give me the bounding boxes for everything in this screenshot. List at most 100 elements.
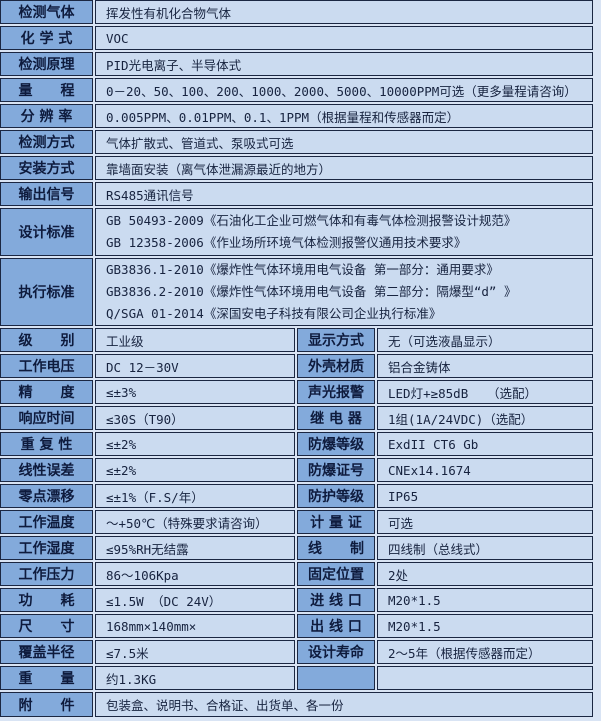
spec-value: CNEx14.1674: [377, 458, 593, 482]
spec-row-range: 量 程 0－20、50、100、200、1000、2000、5000、10000…: [0, 78, 593, 102]
spec-row-exec-standard: 执行标准 GB3836.1-2010《爆炸性气体环境用电气设备 第一部分：通用要…: [0, 258, 593, 326]
spec-label: 工作湿度: [0, 536, 93, 560]
spec-value: 四线制（总线式）: [377, 536, 593, 560]
spec-value: 2～5年（根据传感器而定）: [377, 640, 593, 664]
spec-row-grid: 线性误差 ≤±2% 防爆证号 CNEx14.1674: [0, 458, 593, 482]
spec-value: 86～106Kpa: [95, 562, 295, 586]
spec-value: 1组(1A/24VDC)（选配）: [377, 406, 593, 430]
spec-label: 尺 寸: [0, 614, 93, 638]
spec-value: ≤7.5米: [95, 640, 295, 664]
spec-row-chemical-formula: 化 学 式 VOC: [0, 26, 593, 50]
spec-value: GB3836.1-2010《爆炸性气体环境用电气设备 第一部分：通用要求》 GB…: [95, 258, 593, 326]
spec-label: 设计寿命: [297, 640, 375, 664]
spec-value: DC 12－30V: [95, 354, 295, 378]
spec-label: 级 别: [0, 328, 93, 352]
spec-value: ≤±2%: [95, 432, 295, 456]
spec-label: 线 制: [297, 536, 375, 560]
spec-label: 外壳材质: [297, 354, 375, 378]
spec-label: 执行标准: [0, 258, 93, 326]
spec-value: 可选: [377, 510, 593, 534]
spec-value-empty: [377, 666, 593, 690]
spec-label: 进 线 口: [297, 588, 375, 612]
spec-value: ≤1.5W （DC 24V）: [95, 588, 295, 612]
spec-label: 化 学 式: [0, 26, 93, 50]
spec-label: 检测方式: [0, 130, 93, 154]
spec-label: 安装方式: [0, 156, 93, 180]
spec-row-grid: 重 复 性 ≤±2% 防爆等级 ExdII CT6 Gb: [0, 432, 593, 456]
spec-label: 声光报警: [297, 380, 375, 404]
spec-value: M20*1.5: [377, 614, 593, 638]
spec-row-grid: 响应时间 ≤30S（T90） 继 电 器 1组(1A/24VDC)（选配）: [0, 406, 593, 430]
spec-label: 零点漂移: [0, 484, 93, 508]
spec-label: 响应时间: [0, 406, 93, 430]
spec-value: 挥发性有机化合物气体: [95, 0, 593, 24]
standard-line: GB3836.2-2010《爆炸性气体环境用电气设备 第二部分：隔爆型“d” 》: [106, 284, 517, 299]
standard-line: GB 50493-2009《石油化工企业可燃气体和有毒气体检测报警设计规范》: [106, 213, 517, 228]
spec-value: ≤±2%: [95, 458, 295, 482]
spec-value: 气体扩散式、管道式、泵吸式可选: [95, 130, 593, 154]
spec-value: PID光电离子、半导体式: [95, 52, 593, 76]
spec-label: 工作电压: [0, 354, 93, 378]
spec-label: 线性误差: [0, 458, 93, 482]
spec-value: 168mm×140mm×: [95, 614, 295, 638]
spec-label: 检测气体: [0, 0, 93, 24]
spec-value: M20*1.5: [377, 588, 593, 612]
spec-label: 重 量: [0, 666, 93, 690]
spec-label: 防爆证号: [297, 458, 375, 482]
spec-row-grid: 覆盖半径 ≤7.5米 设计寿命 2～5年（根据传感器而定）: [0, 640, 593, 664]
spec-row-detection-principle: 检测原理 PID光电离子、半导体式: [0, 52, 593, 76]
spec-value: VOC: [95, 26, 593, 50]
spec-label: 覆盖半径: [0, 640, 93, 664]
spec-value: 2处: [377, 562, 593, 586]
spec-value: 包装盒、说明书、合格证、出货单、各一份: [95, 692, 593, 717]
spec-row-grid: 精 度 ≤±3% 声光报警 LED灯+≥85dB （选配）: [0, 380, 593, 404]
spec-value: ≤95%RH无结露: [95, 536, 295, 560]
spec-value: 约1.3KG: [95, 666, 295, 690]
spec-row-grid: 级 别 工业级 显示方式 无（可选液晶显示）: [0, 328, 593, 352]
spec-row-output-signal: 输出信号 RS485通讯信号: [0, 182, 593, 206]
spec-value: LED灯+≥85dB （选配）: [377, 380, 593, 404]
spec-row-detection-mode: 检测方式 气体扩散式、管道式、泵吸式可选: [0, 130, 593, 154]
spec-value: ～+50℃（特殊要求请咨询）: [95, 510, 295, 534]
spec-row-grid: 尺 寸 168mm×140mm× 出 线 口 M20*1.5: [0, 614, 593, 638]
spec-row-grid: 重 量 约1.3KG: [0, 666, 593, 690]
spec-label: 计 量 证: [297, 510, 375, 534]
spec-row-grid: 工作温度 ～+50℃（特殊要求请咨询） 计 量 证 可选: [0, 510, 593, 534]
spec-row-grid: 工作湿度 ≤95%RH无结露 线 制 四线制（总线式）: [0, 536, 593, 560]
spec-label: 功 耗: [0, 588, 93, 612]
spec-label: 防爆等级: [297, 432, 375, 456]
spec-value: 0－20、50、100、200、1000、2000、5000、10000PPM可…: [95, 78, 593, 102]
spec-label: 继 电 器: [297, 406, 375, 430]
spec-label: 分 辨 率: [0, 104, 93, 128]
spec-label-empty: [297, 666, 375, 690]
spec-label: 固定位置: [297, 562, 375, 586]
spec-value: 铝合金铸体: [377, 354, 593, 378]
spec-value: ≤±3%: [95, 380, 295, 404]
spec-label: 附 件: [0, 692, 93, 717]
spec-row-detected-gas: 检测气体 挥发性有机化合物气体: [0, 0, 593, 24]
standard-line: GB 12358-2006《作业场所环境气体检测报警仪通用技术要求》: [106, 235, 467, 250]
spec-label: 工作压力: [0, 562, 93, 586]
spec-row-design-standard: 设计标准 GB 50493-2009《石油化工企业可燃气体和有毒气体检测报警设计…: [0, 208, 593, 256]
spec-label: 精 度: [0, 380, 93, 404]
spec-label: 显示方式: [297, 328, 375, 352]
spec-value: GB 50493-2009《石油化工企业可燃气体和有毒气体检测报警设计规范》 G…: [95, 208, 593, 256]
spec-value: ≤±1%（F.S/年）: [95, 484, 295, 508]
spec-row-grid: 零点漂移 ≤±1%（F.S/年） 防护等级 IP65: [0, 484, 593, 508]
spec-label: 输出信号: [0, 182, 93, 206]
spec-row-resolution: 分 辨 率 0.005PPM、0.01PPM、0.1、1PPM（根据量程和传感器…: [0, 104, 593, 128]
spec-value: 无（可选液晶显示）: [377, 328, 593, 352]
spec-label: 设计标准: [0, 208, 93, 256]
spec-row-grid: 功 耗 ≤1.5W （DC 24V） 进 线 口 M20*1.5: [0, 588, 593, 612]
spec-value: RS485通讯信号: [95, 182, 593, 206]
spec-value: 工业级: [95, 328, 295, 352]
spec-row-installation: 安装方式 靠墙面安装（离气体泄漏源最近的地方）: [0, 156, 593, 180]
standard-line: Q/SGA 01-2014《深国安电子科技有限公司企业执行标准》: [106, 306, 442, 321]
spec-label: 防护等级: [297, 484, 375, 508]
spec-row-accessories: 附 件 包装盒、说明书、合格证、出货单、各一份: [0, 692, 593, 717]
standard-line: GB3836.1-2010《爆炸性气体环境用电气设备 第一部分：通用要求》: [106, 262, 499, 277]
spec-value: 靠墙面安装（离气体泄漏源最近的地方）: [95, 156, 593, 180]
spec-value: 0.005PPM、0.01PPM、0.1、1PPM（根据量程和传感器而定）: [95, 104, 593, 128]
spec-value: ExdII CT6 Gb: [377, 432, 593, 456]
